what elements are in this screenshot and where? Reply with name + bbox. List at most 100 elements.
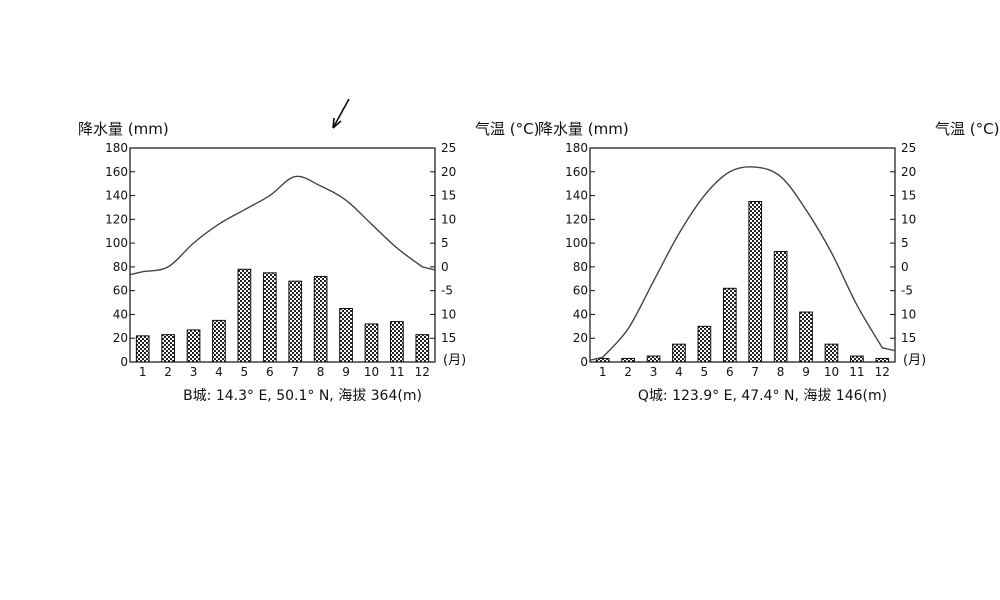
precip-tick-label: 160 [565, 165, 588, 179]
climate-chart-q: 降水量 (mm) 气温 (°C) 0 20 40 60 80 100 120 140 160 180 2… [520, 100, 1000, 410]
month-label: 6 [726, 365, 734, 379]
temp-tick-label: 20 [901, 165, 916, 179]
month-unit: (月) [903, 353, 926, 368]
temp-tick-label: 5 [901, 236, 909, 250]
month-label: 7 [751, 365, 759, 379]
precip-tick-label: 140 [565, 189, 588, 203]
precip-bar [773, 250, 788, 363]
month-label: 1 [139, 365, 147, 379]
precip-tick-label: 0 [120, 355, 128, 369]
month-unit: (月) [443, 353, 466, 368]
precip-bar [799, 311, 813, 363]
precip-tick-label: 80 [113, 260, 128, 274]
precip-bar [595, 357, 610, 363]
precip-axis-title: 降水量 (mm) [538, 120, 629, 138]
precip-bar [339, 308, 353, 363]
temp-tick-label: 0 [441, 260, 449, 274]
precip-bar [212, 319, 226, 363]
precip-tick-label: 80 [573, 260, 588, 274]
temp-tick-label: 15 [441, 331, 456, 345]
precip-bar [135, 335, 150, 363]
precip-tick-label: 160 [105, 165, 128, 179]
temp-tick-label: 10 [901, 307, 916, 321]
month-label: 2 [624, 365, 632, 379]
temp-tick-label: 25 [901, 141, 916, 155]
month-label: 12 [415, 365, 430, 379]
month-label: 5 [241, 365, 249, 379]
precip-bar [621, 357, 635, 363]
precip-tick-label: 180 [565, 141, 588, 155]
precip-bar [288, 280, 303, 363]
month-label: 11 [849, 365, 864, 379]
precip-bar [364, 323, 379, 363]
precip-axis-title: 降水量 (mm) [78, 120, 169, 138]
precip-tick-label: 0 [580, 355, 588, 369]
precip-bar [646, 355, 661, 363]
month-label: 10 [364, 365, 379, 379]
month-label: 5 [701, 365, 709, 379]
precip-tick-label: 120 [565, 212, 588, 226]
temp-tick-label: -5 [441, 284, 453, 298]
temp-tick-label: 5 [441, 236, 449, 250]
month-label: 6 [266, 365, 274, 379]
temp-tick-label: 15 [441, 189, 456, 203]
temp-axis-title: 气温 (°C) [475, 120, 539, 138]
precip-tick-label: 20 [573, 331, 588, 345]
month-label: 7 [291, 365, 299, 379]
precip-tick-label: 120 [105, 212, 128, 226]
month-label: 9 [342, 365, 350, 379]
precip-tick-label: 20 [113, 331, 128, 345]
precip-bar [161, 334, 175, 363]
month-label: 10 [824, 365, 839, 379]
precip-bar [262, 272, 277, 363]
precip-tick-label: 40 [573, 307, 588, 321]
month-label: 1 [599, 365, 607, 379]
plot-frame [129, 147, 436, 363]
precip-tick-label: 40 [113, 307, 128, 321]
plot-frame [589, 147, 896, 363]
month-label: 8 [317, 365, 325, 379]
north-arrow-icon [332, 98, 350, 129]
month-label: 3 [650, 365, 658, 379]
station-caption: Q城: 123.9° E, 47.4° N, 海拔 146(m) [638, 388, 887, 404]
climate-chart-b: 降水量 (mm) 气温 (°C) 0 20 40 60 80 100 120 140 160 180 2… [60, 100, 540, 410]
precip-bar [390, 321, 404, 363]
precip-bar [186, 329, 201, 363]
precip-bar [697, 325, 712, 363]
temperature-line [129, 175, 436, 276]
precip-bar [722, 287, 737, 363]
temp-tick-label: 10 [441, 307, 456, 321]
temp-tick-label: 10 [441, 212, 456, 226]
month-label: 12 [875, 365, 890, 379]
temp-tick-label: -5 [901, 284, 913, 298]
month-label: 11 [389, 365, 404, 379]
temperature-line [589, 166, 896, 361]
precip-bar [824, 343, 839, 363]
precip-bar [237, 268, 252, 363]
temp-tick-label: 10 [901, 212, 916, 226]
month-label: 9 [802, 365, 810, 379]
temp-tick-label: 25 [441, 141, 456, 155]
month-label: 8 [777, 365, 785, 379]
month-label: 3 [190, 365, 198, 379]
precip-tick-label: 60 [573, 284, 588, 298]
temp-tick-label: 15 [901, 189, 916, 203]
temp-tick-label: 20 [441, 165, 456, 179]
precip-bar [748, 201, 763, 363]
precip-tick-label: 180 [105, 141, 128, 155]
precip-tick-label: 100 [565, 236, 588, 250]
month-label: 4 [215, 365, 223, 379]
precip-bar [672, 343, 686, 363]
precip-tick-label: 60 [113, 284, 128, 298]
temp-tick-label: 0 [901, 260, 909, 274]
station-caption: B城: 14.3° E, 50.1° N, 海拔 364(m) [183, 388, 422, 404]
month-label: 2 [164, 365, 172, 379]
precip-tick-label: 140 [105, 189, 128, 203]
month-label: 4 [675, 365, 683, 379]
precip-bar [875, 357, 890, 363]
precip-bar [415, 334, 430, 363]
temp-axis-title: 气温 (°C) [935, 120, 999, 138]
precip-bar [850, 355, 864, 363]
